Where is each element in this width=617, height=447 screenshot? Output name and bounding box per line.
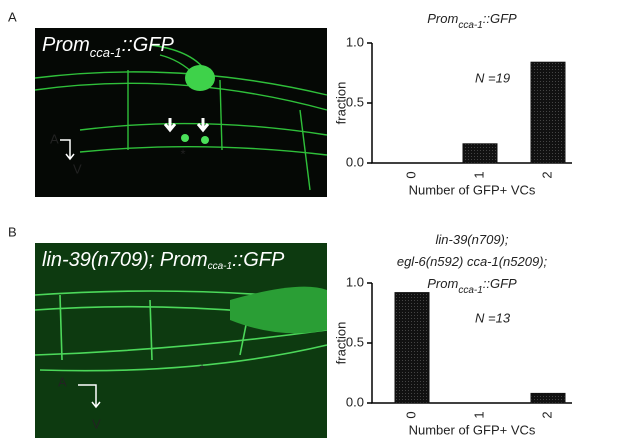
subscript: cca-1	[458, 20, 482, 31]
x-axis-label: Number of GFP+ VCs	[409, 422, 536, 437]
axis-arrows	[78, 384, 101, 409]
y-tick-label: 0.0	[346, 154, 364, 169]
text-part: ::GFP	[483, 11, 517, 26]
text-line: lin-39(n709); Promcca-1::GFP	[42, 249, 285, 272]
y-tick-label: 1.0	[346, 274, 364, 289]
panel-label: A	[8, 9, 17, 24]
annotation: N =19	[475, 70, 510, 85]
subscript: cca-1	[458, 285, 482, 296]
x-tick-label: 1	[471, 171, 486, 178]
axis-arrows	[60, 139, 75, 161]
annotation: N =13	[475, 310, 511, 325]
x-tick-label: 0	[403, 171, 418, 178]
subscript: cca-1	[90, 45, 122, 60]
text-part: ::GFP	[483, 276, 517, 291]
x-axis-label: Number of GFP+ VCs	[409, 182, 536, 197]
micrograph	[35, 28, 327, 197]
y-axis-label: fraction	[333, 82, 348, 125]
micrograph	[35, 243, 327, 438]
bar	[530, 392, 566, 404]
axis-letter: A	[50, 131, 59, 146]
x-tick-label: 1	[471, 411, 486, 418]
text-line: Promcca-1::GFP	[42, 34, 174, 60]
subscript: cca-1	[208, 261, 232, 272]
vc-cell	[201, 136, 209, 144]
y-axis-label: fraction	[333, 322, 348, 365]
y-tick-label: 0.5	[346, 94, 364, 109]
text-line: Promcca-1::GFP	[427, 276, 517, 296]
cell-body	[185, 65, 215, 91]
marker: *	[199, 361, 204, 376]
text-line: lin-39(n709);	[436, 232, 509, 247]
marker: *	[180, 146, 185, 161]
text-part: lin-39(n709);	[436, 232, 509, 247]
x-tick-label: 0	[403, 411, 418, 418]
bar	[394, 292, 430, 404]
text-part: Prom	[427, 276, 458, 291]
y-tick-label: 0.0	[346, 394, 364, 409]
axis-letter: A	[58, 374, 67, 389]
vc-cell	[181, 134, 189, 142]
y-tick-label: 1.0	[346, 34, 364, 49]
x-tick-label: 2	[539, 411, 554, 418]
axis-letter: V	[73, 161, 82, 176]
arrows	[163, 118, 210, 133]
y-tick-label: 0.5	[346, 334, 364, 349]
axis-letter: V	[92, 416, 101, 431]
text-line: egl-6(n592) cca-1(n5209);	[397, 254, 548, 269]
bar	[530, 61, 566, 164]
x-tick-label: 2	[539, 171, 554, 178]
text-part: Prom	[42, 34, 90, 56]
panel-label: B	[8, 224, 17, 239]
tissue	[230, 286, 327, 334]
text-part: ::GFP	[122, 34, 175, 56]
bar	[462, 143, 498, 164]
text-line: Promcca-1::GFP	[427, 11, 517, 31]
text-part: lin-39(n709); Prom	[42, 249, 208, 271]
text-part: Prom	[427, 11, 458, 26]
text-part: ::GFP	[232, 249, 285, 271]
text-part: egl-6(n592) cca-1(n5209);	[397, 254, 548, 269]
